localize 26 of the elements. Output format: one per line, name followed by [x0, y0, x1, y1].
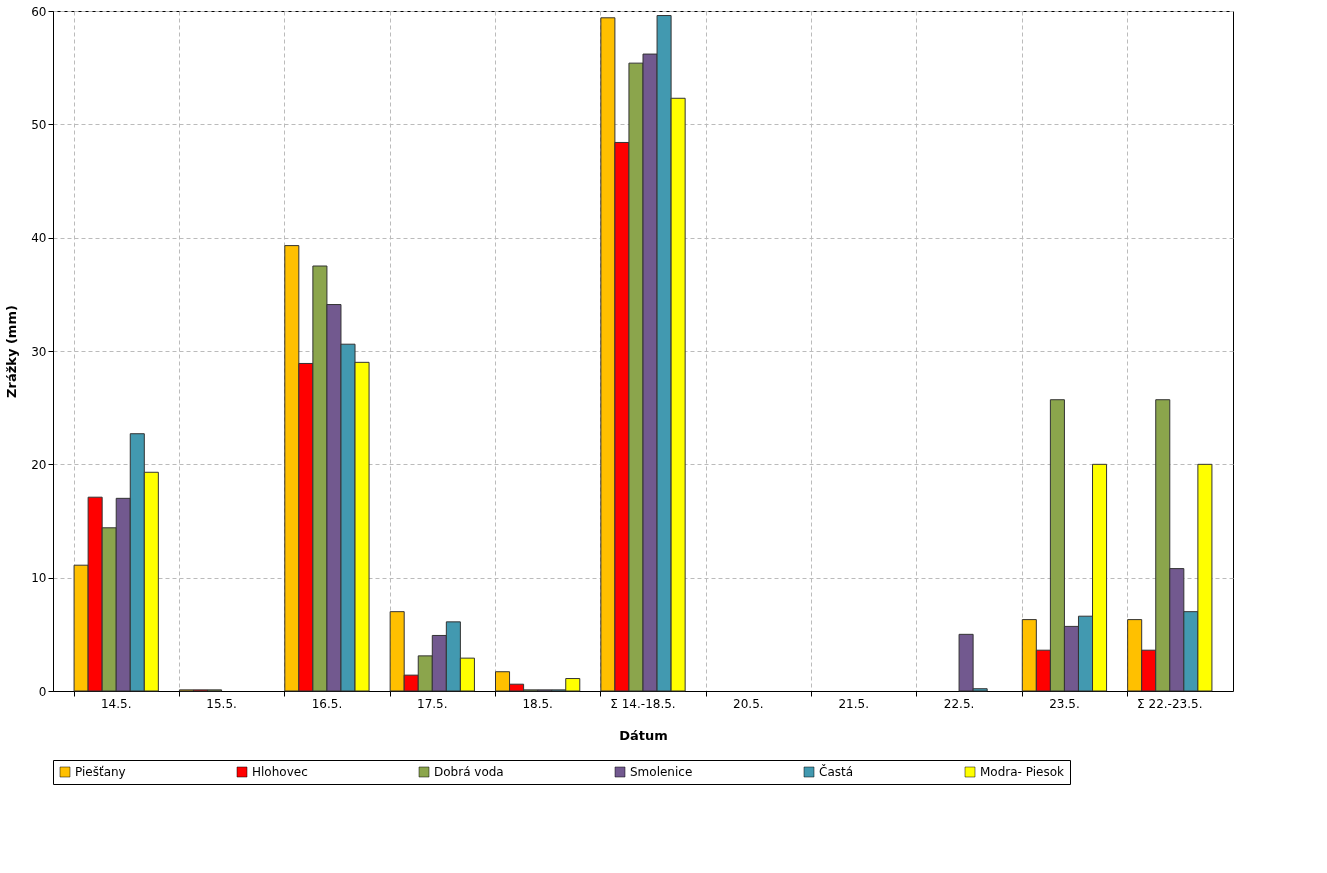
y-tick-label: 50: [31, 117, 47, 132]
y-axis-title: Zrážky (mm): [4, 305, 20, 398]
y-tick-label: 0: [38, 684, 47, 699]
x-tick-label: 22.5.: [943, 696, 975, 711]
y-tick-label: 40: [31, 231, 47, 246]
x-tick-label: 21.5.: [838, 696, 869, 711]
x-tick-label: 23.5.: [1049, 696, 1080, 711]
legend-label: Dobrá voda: [434, 765, 504, 779]
legend-label: Hlohovec: [252, 765, 308, 779]
x-tick-label: 20.5.: [733, 696, 764, 711]
x-tick-label: 15.5.: [206, 696, 237, 711]
y-tick-label: 30: [31, 344, 47, 359]
legend-label: Smolenice: [630, 765, 693, 779]
legend-label: Častá: [819, 764, 854, 779]
x-tick-label: 17.5.: [417, 696, 448, 711]
legend-label: Modra- Piesok: [980, 765, 1065, 779]
x-tick-label: 14.5.: [100, 696, 132, 711]
x-tick-label: Σ 14.-18.5.: [610, 696, 676, 711]
legend-label: Piešťany: [75, 765, 126, 779]
x-tick-label: Σ 22.-23.5.: [1137, 696, 1203, 711]
y-tick-label: 60: [31, 4, 47, 19]
x-tick-label: 18.5.: [522, 696, 553, 711]
y-tick-label: 10: [31, 571, 47, 586]
x-axis-title: Dátum: [619, 727, 668, 743]
y-tick-label: 20: [31, 457, 47, 472]
x-tick-label: 16.5.: [311, 696, 343, 711]
